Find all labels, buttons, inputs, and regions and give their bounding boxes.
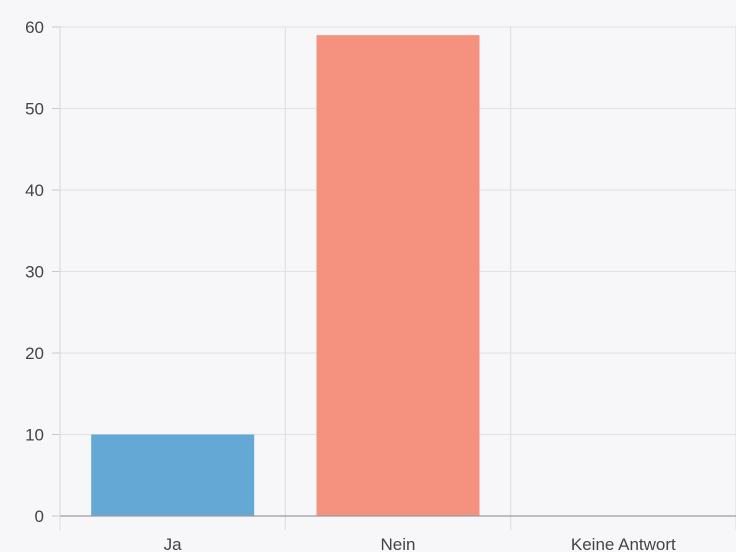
y-tick-label: 0 — [35, 507, 44, 526]
x-tick-label: Ja — [164, 535, 183, 552]
bar-nein — [316, 35, 480, 517]
y-tick-label: 60 — [25, 18, 44, 37]
bar-ja — [91, 434, 255, 516]
x-tick-label: Keine Antwort — [571, 535, 676, 552]
y-tick-label: 50 — [25, 100, 44, 119]
x-tick-label: Nein — [381, 535, 416, 552]
y-tick-label: 40 — [25, 181, 44, 200]
y-tick-label: 20 — [25, 344, 44, 363]
y-tick-label: 30 — [25, 263, 44, 282]
y-tick-label: 10 — [25, 426, 44, 445]
